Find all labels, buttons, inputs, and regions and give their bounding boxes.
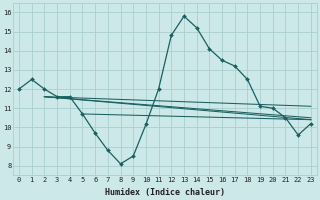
X-axis label: Humidex (Indice chaleur): Humidex (Indice chaleur) <box>105 188 225 197</box>
